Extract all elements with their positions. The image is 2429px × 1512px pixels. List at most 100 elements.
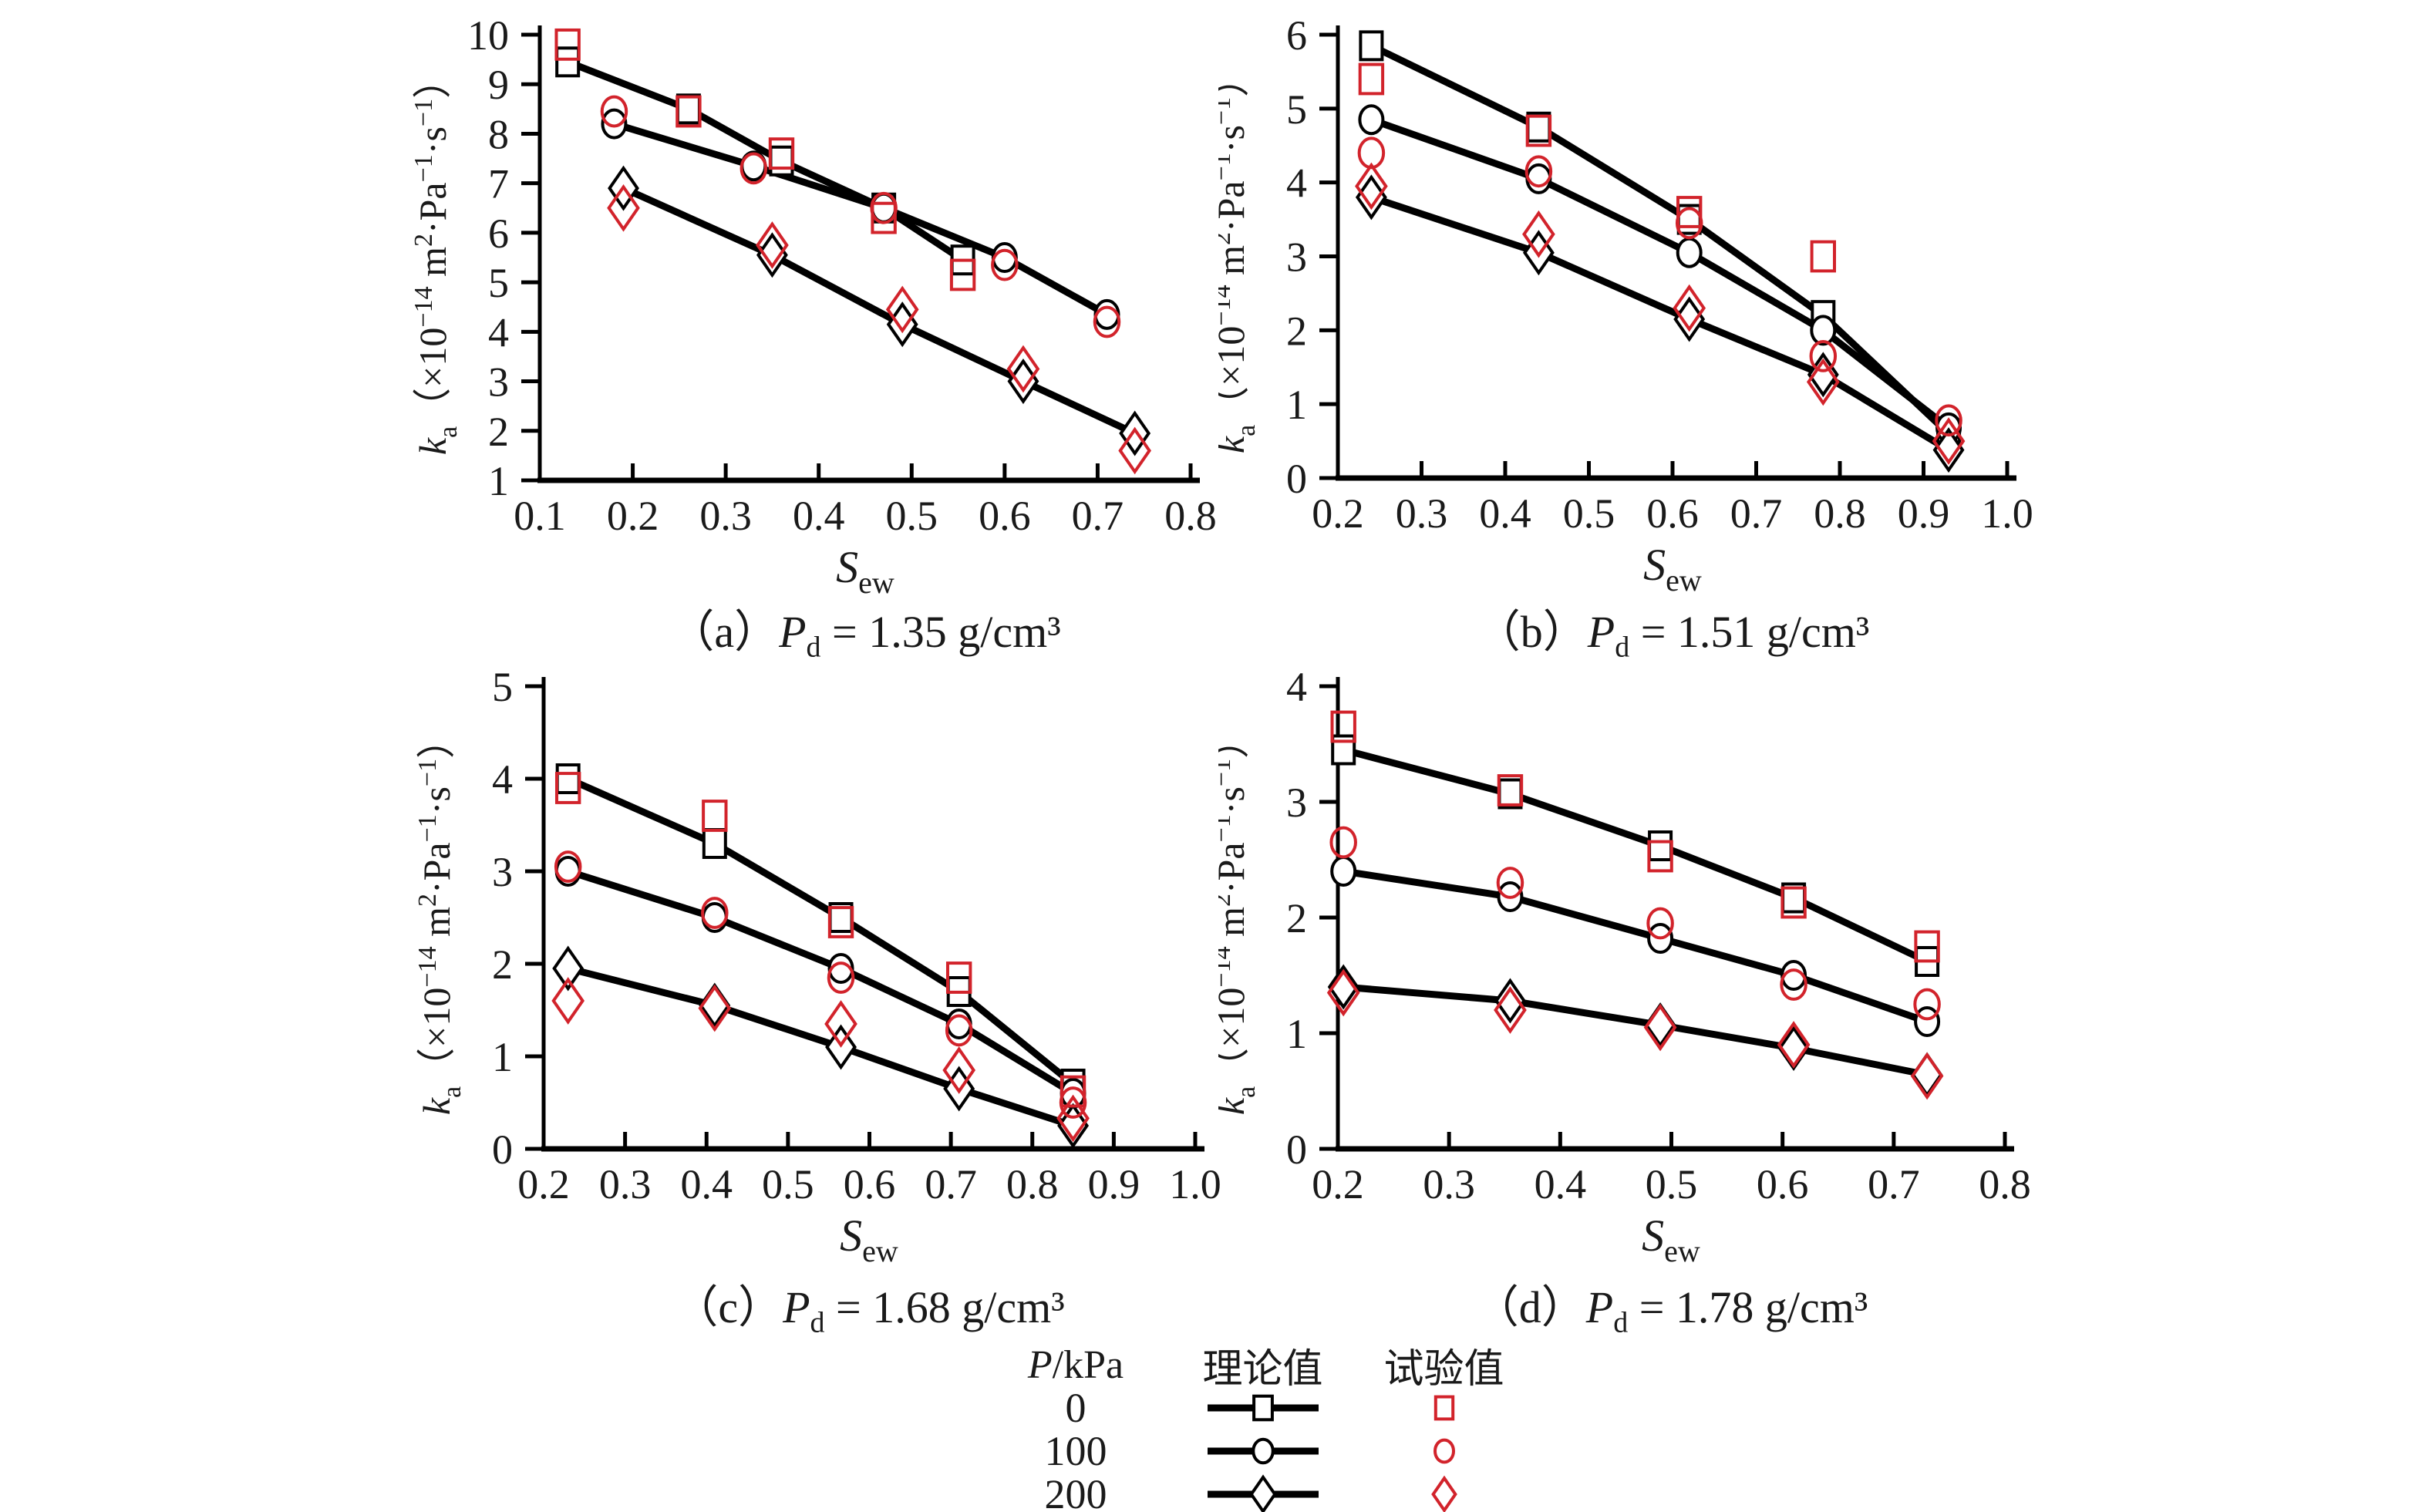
series-p200-exp xyxy=(1326,968,1944,1100)
square-marker xyxy=(1330,710,1356,743)
diamond-marker xyxy=(1777,1025,1810,1072)
circle-marker xyxy=(600,95,628,128)
x-tick-label: 0.1 xyxy=(514,493,566,539)
circle-marker xyxy=(1329,826,1357,859)
series-p100-theory xyxy=(1358,104,1962,443)
x-tick-label: 0.5 xyxy=(1563,490,1615,537)
y-tick-label: 0 xyxy=(1286,456,1307,502)
circle-marker xyxy=(601,108,628,140)
x-tick-label: 0.2 xyxy=(1312,490,1364,537)
diamond-marker xyxy=(1673,284,1706,332)
x-tick-label: 0.5 xyxy=(886,493,938,539)
x-axis-label: Sew xyxy=(1642,1211,1700,1268)
x-tick-label: 0.6 xyxy=(1757,1161,1809,1207)
legend-header-theory: 理论值 xyxy=(1202,1347,1323,1392)
circle-marker xyxy=(945,1014,973,1047)
square-marker xyxy=(827,906,854,938)
theory-diamond-line-icon xyxy=(1207,1474,1319,1512)
x-tick-label: 0.7 xyxy=(1730,490,1783,537)
x-tick-label: 0.6 xyxy=(1646,490,1699,537)
diamond-marker xyxy=(1910,1052,1944,1100)
diamond-marker xyxy=(1494,986,1527,1034)
chart-b-content: 0 1 2 3 4 5 6 0.2 0.3 0.4 0.5 0.6 0.7 0.8 0.9 1.0 xyxy=(1286,12,2033,537)
y-axis-label: ka（×10−14 m2·Pa−1·s−1） xyxy=(409,60,463,455)
series-p200-theory xyxy=(1327,964,1943,1098)
diamond-marker xyxy=(1248,1474,1277,1512)
square-marker xyxy=(1648,830,1673,861)
square-marker xyxy=(1810,240,1836,273)
y-tick-label: 4 xyxy=(492,756,513,803)
x-tick-label: 1.0 xyxy=(1981,490,2033,537)
circle-marker xyxy=(945,1009,972,1039)
y-tick-label: 10 xyxy=(467,12,509,59)
x-tick-label: 1.0 xyxy=(1169,1161,1221,1207)
y-tick-label: 8 xyxy=(488,111,509,157)
circle-marker xyxy=(991,248,1019,281)
diamond-marker xyxy=(1007,359,1039,405)
y-tick-label: 0 xyxy=(1286,1126,1307,1173)
diamond-marker xyxy=(1326,968,1360,1017)
y-tick-label: 9 xyxy=(488,62,509,108)
square-marker xyxy=(702,800,728,832)
square-marker xyxy=(1433,1395,1454,1421)
x-tick-label: 0.8 xyxy=(1979,1161,2031,1207)
circle-marker xyxy=(1433,1438,1455,1464)
circle-marker xyxy=(1059,1086,1087,1119)
diamond-marker xyxy=(1777,1021,1811,1069)
diamond-marker xyxy=(824,1000,857,1048)
square-marker xyxy=(555,46,581,78)
y-tick-label: 5 xyxy=(488,260,509,306)
chart-b: ka（×10−14 m2·Pa−1·s−1） Sew 0 1 2 3 4 5 6 0.2 0.3… xyxy=(1208,0,2275,613)
x-tick-label: 0.5 xyxy=(762,1161,814,1207)
circle-marker xyxy=(1251,1437,1275,1465)
square-marker xyxy=(768,137,795,170)
square-marker xyxy=(554,28,581,61)
y-tick-label: 5 xyxy=(492,664,513,710)
x-tick-label: 0.3 xyxy=(1423,1161,1475,1207)
diamond-marker xyxy=(1118,426,1151,475)
circle-marker xyxy=(827,961,855,994)
series-p100-exp xyxy=(1329,826,1941,1021)
square-marker xyxy=(949,258,976,291)
x-tick-label: 0.5 xyxy=(1646,1161,1698,1207)
square-marker xyxy=(1060,1075,1086,1108)
series-p0-exp xyxy=(554,28,976,291)
chart-a: ka（×10−14 m2·Pa−1·s−1） Sew 1 2 3 4 5 6 7 8 9 10 0.… xyxy=(193,0,1234,613)
y-tick-label: 3 xyxy=(1286,780,1307,826)
x-tick-label: 0.4 xyxy=(793,493,845,539)
diamond-marker xyxy=(1430,1475,1457,1512)
series-p200-exp xyxy=(551,977,1090,1143)
circle-marker xyxy=(1358,104,1385,136)
x-tick-label: 0.8 xyxy=(1164,493,1217,539)
circle-marker xyxy=(701,897,729,929)
experiment-circle-icon xyxy=(1433,1438,1455,1464)
y-tick-label: 6 xyxy=(488,210,509,257)
x-tick-label: 0.2 xyxy=(1312,1161,1364,1207)
square-marker xyxy=(1914,930,1940,963)
legend: P/kPa 理论值 试验值 0 100 200 xyxy=(979,1343,1535,1512)
legend-pressure-200: 200 xyxy=(1044,1471,1107,1512)
square-marker xyxy=(675,93,701,125)
circle-marker xyxy=(1780,960,1807,991)
circle-marker xyxy=(739,152,768,185)
circle-marker xyxy=(1524,155,1553,188)
experiment-square-icon xyxy=(1433,1395,1454,1421)
series-p0-exp xyxy=(1330,710,1940,963)
x-tick-label: 0.3 xyxy=(699,493,752,539)
diamond-marker xyxy=(756,221,789,269)
chart-b-plot: ka（×10−14 m2·Pa−1·s−1） Sew 0 1 2 3 4 5 6 0.2 0.3… xyxy=(1208,12,2033,598)
x-tick-label: 0.9 xyxy=(1898,490,1950,537)
diamond-marker xyxy=(1327,964,1359,1010)
diamond-marker xyxy=(885,285,919,334)
series-p0-exp xyxy=(1358,62,1836,273)
x-tick-label: 0.9 xyxy=(1088,1161,1140,1207)
square-marker xyxy=(1647,840,1673,873)
y-tick-label: 2 xyxy=(1286,895,1307,941)
chart-c-content: 0 1 2 3 4 5 0.2 0.3 0.4 0.5 0.6 0.7 0.8 0.9 1.0 xyxy=(492,664,1221,1207)
square-marker xyxy=(769,145,794,177)
series-p100-exp xyxy=(600,95,1121,338)
y-tick-label: 5 xyxy=(1286,86,1307,133)
diamond-marker xyxy=(699,982,731,1029)
